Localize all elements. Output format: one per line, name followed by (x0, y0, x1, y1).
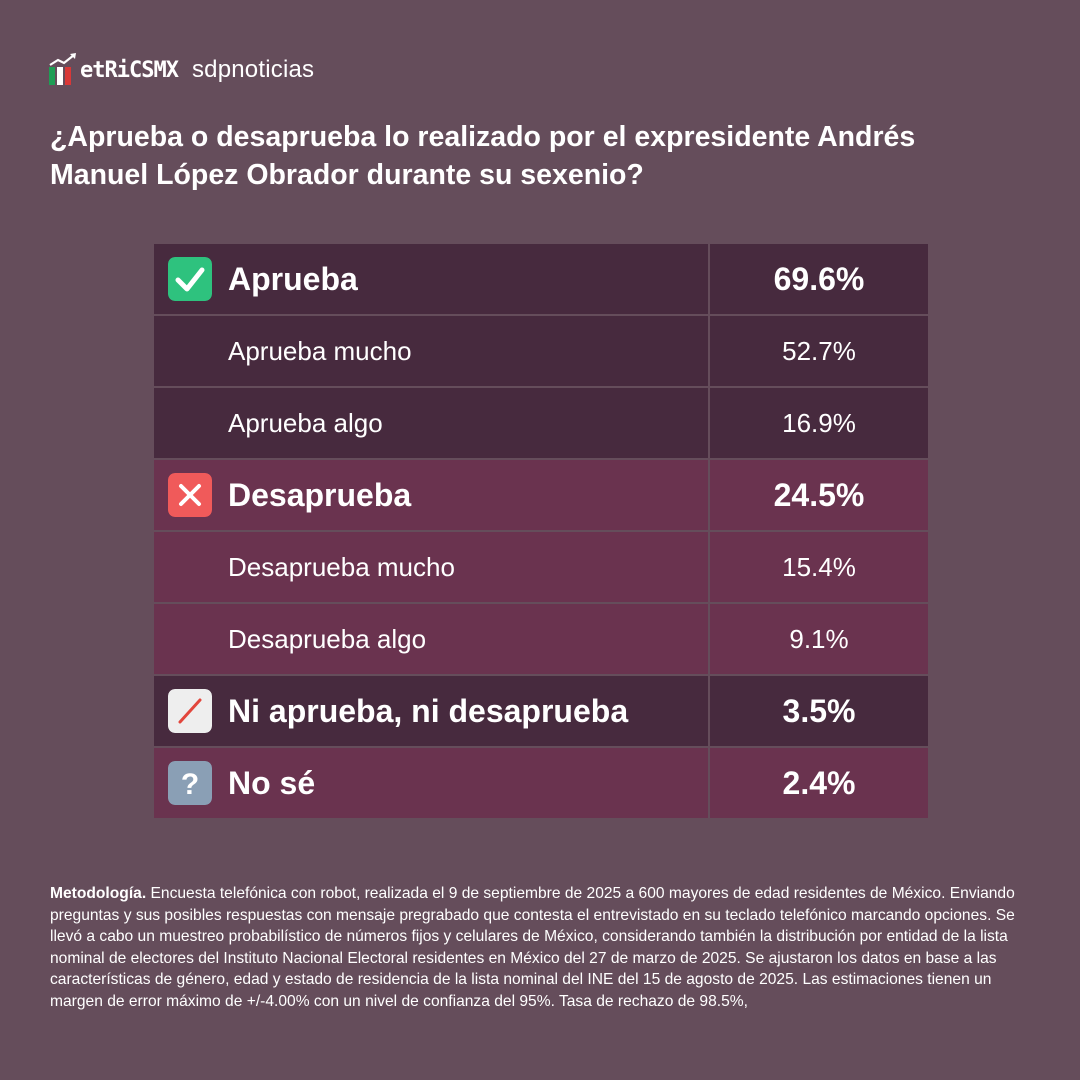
row-value: 69.6% (773, 260, 865, 297)
methodology-title: Metodología. (50, 885, 147, 902)
row-value: 9.1% (789, 623, 849, 654)
row-label: No sé (228, 764, 316, 801)
question-mark-icon: ? (168, 761, 212, 805)
row-label: Aprueba algo (228, 407, 383, 438)
sdpnoticias-logo: sdpnoticias (191, 56, 315, 83)
row-value: 16.9% (782, 407, 856, 438)
metrics-logo-text: etRiCSMX (80, 57, 179, 83)
row-value: 2.4% (782, 764, 856, 801)
row-value: 24.5% (773, 476, 865, 513)
slash-icon (168, 689, 212, 733)
table-row: Aprueba algo 16.9% (152, 386, 930, 460)
row-value: 15.4% (782, 551, 856, 582)
svg-text:?: ? (181, 768, 199, 801)
table-row: Aprueba 69.6% (152, 242, 930, 316)
table-row: Desaprueba mucho 15.4% (152, 530, 930, 604)
results-table: Aprueba 69.6% Aprueba mucho 52.7% Aprueb… (152, 242, 930, 820)
check-mark-icon (168, 257, 212, 301)
row-label: Ni aprueba, ni desaprueba (228, 692, 629, 729)
survey-question: ¿Aprueba o desaprueba lo realizado por e… (50, 121, 916, 191)
metrics-mx-logo: etRiCSMX (48, 53, 179, 87)
header: etRiCSMX sdpnoticias (48, 50, 314, 90)
methodology-note: Metodología. Encuesta telefónica con rob… (50, 883, 1040, 1012)
row-label: Aprueba mucho (228, 335, 412, 366)
table-row: ? No sé 2.4% (152, 746, 930, 820)
chart-logo-icon (49, 53, 76, 85)
row-value: 52.7% (782, 335, 856, 366)
table-row: Aprueba mucho 52.7% (152, 314, 930, 388)
methodology-text: Encuesta telefónica con robot, realizada… (50, 885, 1015, 1010)
table-row: Ni aprueba, ni desaprueba 3.5% (152, 674, 930, 748)
cross-mark-icon (168, 473, 212, 517)
row-value: 3.5% (782, 692, 856, 729)
row-label: Desaprueba mucho (228, 551, 455, 582)
row-label: Desaprueba (228, 476, 412, 513)
row-label: Aprueba (228, 260, 358, 297)
row-label: Desaprueba algo (228, 623, 427, 654)
table-row: Desaprueba 24.5% (152, 458, 930, 532)
table-row: Desaprueba algo 9.1% (152, 602, 930, 676)
